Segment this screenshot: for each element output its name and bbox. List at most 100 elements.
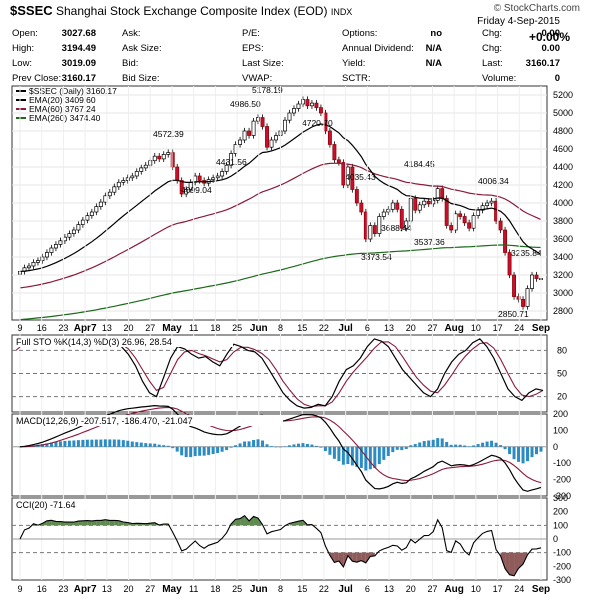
- price-tick-label: 5200: [553, 90, 573, 100]
- cci-overbought-area: [78, 520, 83, 526]
- x-tick-label: 20: [124, 584, 134, 594]
- candle: [44, 252, 49, 258]
- macd-histogram-bar: [539, 446, 543, 452]
- candle: [390, 202, 395, 210]
- macd-histogram-bar: [148, 443, 152, 447]
- macd-histogram-bar: [121, 440, 125, 447]
- x-tick-label: 13: [384, 323, 394, 333]
- macd-histogram-bar: [508, 446, 512, 455]
- quote-value: 0.00: [541, 43, 561, 54]
- macd-histogram-bar: [526, 446, 530, 462]
- cci-overbought-area: [87, 520, 92, 526]
- x-tick-label: 20: [406, 323, 416, 333]
- macd-histogram-bar: [270, 446, 274, 447]
- candle: [381, 211, 386, 217]
- x-tick-label: 9: [17, 584, 22, 594]
- price-tick-label: 5000: [553, 108, 573, 118]
- x-tick-label: 6: [365, 584, 370, 594]
- cci-overbought-area: [46, 520, 52, 526]
- cci-tick-label: 100: [553, 520, 568, 530]
- price-annotation: 4720.70: [302, 118, 333, 128]
- macd-histogram-bar: [229, 446, 233, 448]
- candle: [215, 175, 220, 179]
- candle: [467, 222, 472, 229]
- quote-label: High:: [12, 43, 35, 54]
- quote-label: EPS:: [242, 43, 264, 54]
- sto-tick-label: 20: [557, 392, 567, 402]
- x-tick-label: 25: [232, 323, 242, 333]
- x-tick-label: 13: [102, 323, 112, 333]
- x-tick-label: Apr7: [74, 584, 97, 595]
- macd-histogram-bar: [180, 446, 184, 456]
- quote-label: SCTR:: [342, 73, 371, 84]
- macd-histogram-bar: [103, 439, 107, 447]
- cci-oversold-area: [509, 552, 515, 576]
- macd-histogram-bar: [72, 440, 76, 447]
- cci-oversold-area: [505, 552, 510, 575]
- macd-histogram-bar: [198, 446, 202, 456]
- candle: [444, 198, 449, 226]
- quote-label: Ask Size:: [122, 43, 162, 54]
- x-tick-label: 27: [427, 323, 437, 333]
- candle: [170, 152, 175, 168]
- macd-histogram-bar: [418, 442, 422, 447]
- cci-tick-label: 0: [553, 534, 558, 544]
- macd-histogram-bar: [382, 446, 386, 460]
- sto-title: Full STO %K(14,3) %D(3) 26.96, 28.54: [16, 337, 172, 347]
- macd-histogram-bar: [535, 446, 539, 455]
- macd-histogram-bar: [521, 446, 525, 464]
- x-tick-label: 16: [37, 323, 47, 333]
- x-tick-label: 27: [145, 584, 155, 594]
- x-tick-label: 27: [145, 323, 155, 333]
- legend-entry: $SSEC (Daily) 3160.17: [29, 86, 117, 96]
- candle: [107, 191, 112, 197]
- cci-tick-label: 200: [553, 507, 568, 517]
- quote-value: 3194.49: [61, 43, 96, 54]
- quote-label: Options:: [342, 28, 378, 39]
- macd-histogram-bar: [481, 442, 485, 447]
- candle: [386, 208, 391, 213]
- x-tick-label: 16: [37, 584, 47, 594]
- quote-label: Volume:: [482, 73, 517, 84]
- macd-histogram-bar: [211, 446, 215, 455]
- price-tick-label: 3400: [553, 252, 573, 262]
- candle: [305, 99, 310, 107]
- macd-histogram-bar: [319, 446, 323, 448]
- macd-histogram-bar: [400, 446, 404, 451]
- quote-label: Chg:: [482, 28, 503, 39]
- quote-label: Bid Size:: [122, 73, 160, 84]
- candle: [283, 119, 287, 132]
- x-tick-label: 22: [319, 584, 329, 594]
- macd-histogram-bar: [45, 443, 49, 447]
- macd-histogram-bar: [449, 444, 453, 447]
- candle: [359, 202, 364, 213]
- cci-overbought-area: [253, 516, 259, 526]
- candle: [71, 229, 76, 234]
- macd-histogram-bar: [283, 446, 287, 447]
- macd-histogram-bar: [225, 446, 229, 451]
- x-tick-label: Aug: [444, 323, 463, 334]
- macd-histogram-bar: [63, 440, 67, 447]
- macd-histogram-bar: [247, 441, 251, 447]
- candle: [327, 130, 332, 145]
- macd-histogram-bar: [175, 446, 179, 452]
- quote-label: Bid:: [122, 58, 139, 69]
- quote-date: Friday 4-Sep-2015: [477, 16, 560, 27]
- candle: [40, 256, 45, 261]
- candle: [247, 130, 252, 136]
- macd-histogram-bar: [454, 444, 458, 447]
- quote-value: 3160.17: [525, 58, 560, 69]
- price-tick-label: 4600: [553, 144, 573, 154]
- candle: [67, 233, 72, 238]
- candle: [516, 296, 521, 300]
- macd-histogram-bar: [243, 441, 247, 447]
- macd-histogram-bar: [252, 440, 256, 447]
- candle: [489, 200, 494, 204]
- candle: [354, 189, 359, 204]
- candle: [143, 164, 148, 169]
- candle: [426, 200, 431, 205]
- cci-tick-label: -200: [553, 561, 571, 571]
- candle: [431, 199, 436, 205]
- macd-histogram-bar: [126, 440, 130, 447]
